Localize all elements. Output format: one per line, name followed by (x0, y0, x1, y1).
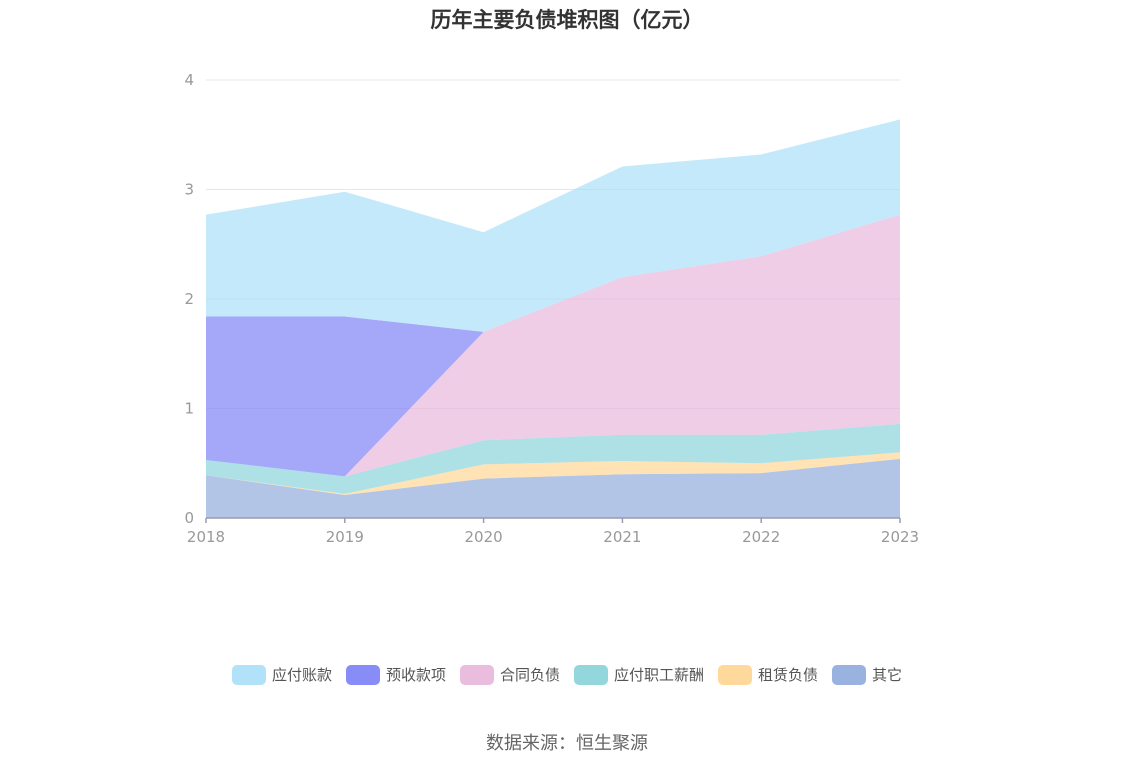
area-series-预收款项 (206, 214, 900, 477)
y-tick-label: 3 (184, 181, 194, 199)
x-tick-label: 2019 (326, 528, 364, 546)
area-series-其它 (206, 458, 900, 518)
area-series-layer (206, 119, 900, 518)
legend-label: 合同负债 (499, 666, 560, 684)
y-tick-label: 1 (184, 400, 194, 418)
stacked-area-chart: 0 1 2 3 4 2018 2019 2020 2021 2022 2023 (184, 71, 919, 546)
legend-item[interactable]: 预收款项 (345, 664, 446, 685)
legend-swatch (574, 664, 608, 685)
legend-swatch (459, 664, 494, 685)
legend-label: 预收款项 (385, 666, 446, 684)
legend-swatch (345, 664, 380, 685)
legend-swatch (718, 664, 753, 685)
y-tick-label: 4 (184, 71, 194, 89)
chart-title: 历年主要负债堆积图（亿元） (430, 8, 704, 32)
area-series-租赁负债 (206, 452, 900, 496)
axes: 0 1 2 3 4 2018 2019 2020 2021 2022 2023 (184, 71, 919, 546)
legend-item[interactable]: 其它 (832, 664, 902, 685)
legend-item[interactable]: 应付职工薪酬 (574, 664, 704, 685)
legend-swatch (231, 664, 266, 685)
area-series-合同负债 (206, 214, 900, 477)
x-tick-label: 2018 (187, 528, 225, 546)
source-note: 数据来源：恒生聚源 (486, 733, 648, 754)
legend-label: 应付账款 (271, 666, 332, 684)
legend-swatch (832, 664, 867, 685)
x-tick-label: 2021 (603, 528, 641, 546)
area-series-应付账款 (206, 119, 900, 332)
legend-label: 应付职工薪酬 (614, 666, 705, 684)
y-tick-label: 0 (184, 509, 194, 527)
legend-label: 其它 (872, 666, 903, 684)
x-tick-label: 2023 (881, 528, 919, 546)
area-series-应付职工薪酬 (206, 423, 900, 494)
legend-label: 租赁负债 (758, 666, 819, 684)
x-tick-label: 2020 (465, 528, 503, 546)
legend-item[interactable]: 合同负债 (459, 664, 560, 685)
legend: 应付账款 预收款项 合同负债 应付职工薪酬 租赁负债 其它 (0, 664, 1134, 685)
y-tick-label: 2 (184, 290, 194, 308)
legend-item[interactable]: 租赁负债 (718, 664, 818, 685)
x-tick-label: 2022 (742, 528, 780, 546)
legend-item[interactable]: 应付账款 (231, 664, 332, 685)
